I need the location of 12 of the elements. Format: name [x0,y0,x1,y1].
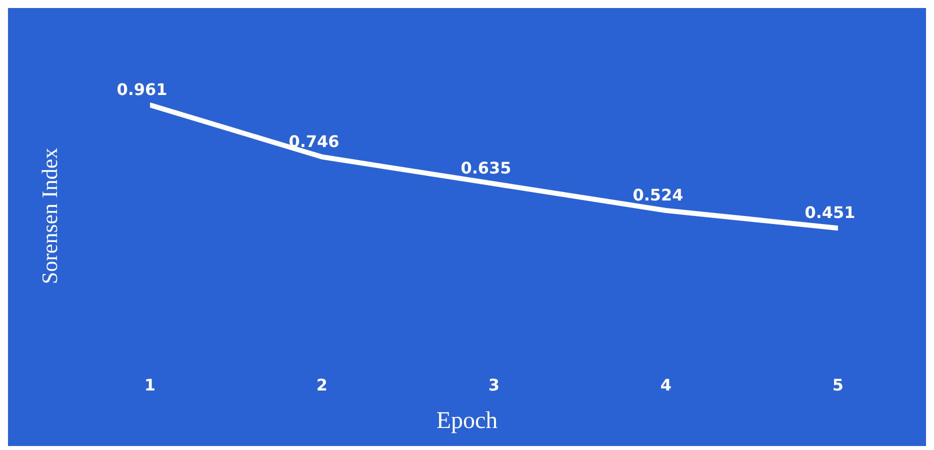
data-label: 0.961 [116,80,168,99]
x-tick-label: 2 [316,375,328,394]
x-axis-title: Epoch [435,408,499,435]
x-tick-label: 4 [660,375,672,394]
data-label: 0.746 [288,132,340,151]
data-label: 0.635 [460,158,512,178]
data-label: 0.524 [632,186,684,204]
x-tick-label: 5 [832,375,844,394]
data-label: 0.451 [804,203,856,222]
x-tick-label: 1 [144,375,156,394]
y-axis-title: Sorensen Index [37,146,63,286]
x-tick-label: 3 [488,375,500,394]
